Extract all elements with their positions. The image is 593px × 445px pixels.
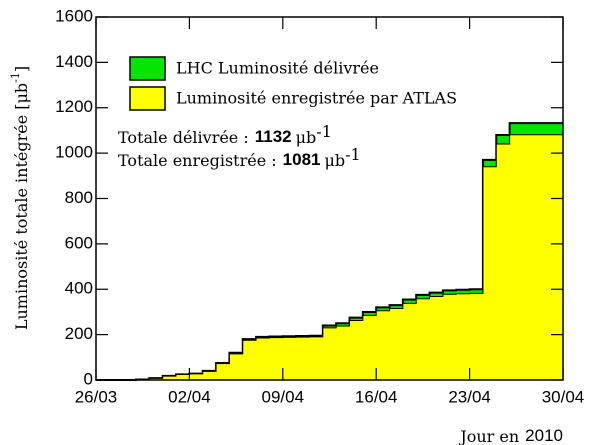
x-axis-label: Jour en 2010 (458, 426, 563, 445)
step-bar (402, 303, 417, 380)
step-bar (256, 338, 270, 380)
x-tick-label: 02/04 (168, 387, 211, 406)
annotation-value: 1132 (255, 127, 292, 146)
legend-label: Luminosité enregistrée par ATLAS (176, 89, 457, 108)
step-bar (162, 376, 177, 380)
step-bar (536, 134, 551, 380)
x-tick-label: 30/04 (542, 387, 585, 406)
plot-area (96, 122, 564, 381)
series-outline (96, 134, 563, 381)
step-bar (269, 337, 284, 380)
legend-swatch (129, 86, 166, 111)
step-bar (336, 326, 351, 380)
annotation-text: Totale délivrée : (118, 128, 249, 147)
step-bar (522, 134, 537, 380)
step-bar (509, 134, 524, 380)
step-bar (416, 298, 431, 380)
y-axis-label-sup: -1 (9, 72, 22, 83)
annotation: Totale délivrée : 1132 μb-1 (118, 122, 332, 147)
y-tick-label: 400 (65, 279, 93, 298)
y-axis-label-end: ] (12, 66, 31, 72)
y-tick-label: 1400 (55, 52, 93, 71)
y-tick-label: 0 (84, 369, 93, 388)
y-tick-label: 1000 (55, 143, 93, 162)
annotation-unit: μb (324, 151, 345, 170)
step-bar (549, 134, 564, 380)
step-bar (482, 166, 497, 380)
y-axis-label: Luminosité totale intégrée [μb-1] (9, 66, 31, 330)
annotation-value: 1081 (283, 150, 321, 169)
x-axis-label-year: 2010 (525, 426, 563, 445)
y-tick-label: 1200 (55, 97, 93, 116)
step-bar (349, 320, 364, 380)
step-bar (282, 337, 297, 380)
annotation-text: Totale enregistrée : (118, 151, 277, 170)
x-tick-label: 26/03 (75, 387, 118, 406)
step-bar (149, 378, 164, 380)
step-bar (456, 293, 471, 380)
x-tick-label: 16/04 (355, 387, 398, 406)
y-tick-label: 600 (65, 233, 93, 252)
legend-swatch (129, 56, 166, 81)
legend-label: LHC Luminosité délivrée (176, 59, 379, 78)
annotation-sup: -1 (316, 122, 332, 141)
step-bar (496, 144, 511, 380)
step-bar (296, 337, 310, 380)
step-bar (442, 294, 457, 380)
step-bar (189, 373, 204, 380)
y-axis-label-text: Luminosité totale intégrée [μb (12, 83, 31, 330)
annotation-unit: μb (296, 128, 317, 147)
step-bar (216, 363, 230, 380)
step-bar (376, 310, 391, 380)
step-bar (242, 340, 257, 380)
step-bar (362, 315, 377, 380)
step-bar (469, 293, 484, 380)
step-bar (309, 336, 324, 380)
annotation: Totale enregistrée : 1081 μb-1 (118, 145, 361, 170)
x-tick-label: 09/04 (262, 387, 305, 406)
x-axis-label-text: Jour en (458, 427, 519, 445)
step-bar (389, 308, 404, 380)
y-tick-label: 800 (65, 188, 93, 207)
x-tick-label: 23/04 (448, 387, 491, 406)
step-bar (322, 327, 337, 380)
y-tick-label: 200 (65, 324, 93, 343)
annotation-sup: -1 (345, 145, 361, 164)
step-bar (229, 353, 244, 380)
step-bar (176, 374, 190, 380)
step-bar (202, 371, 217, 380)
y-tick-label: 1600 (55, 6, 93, 25)
step-bar (429, 296, 444, 380)
